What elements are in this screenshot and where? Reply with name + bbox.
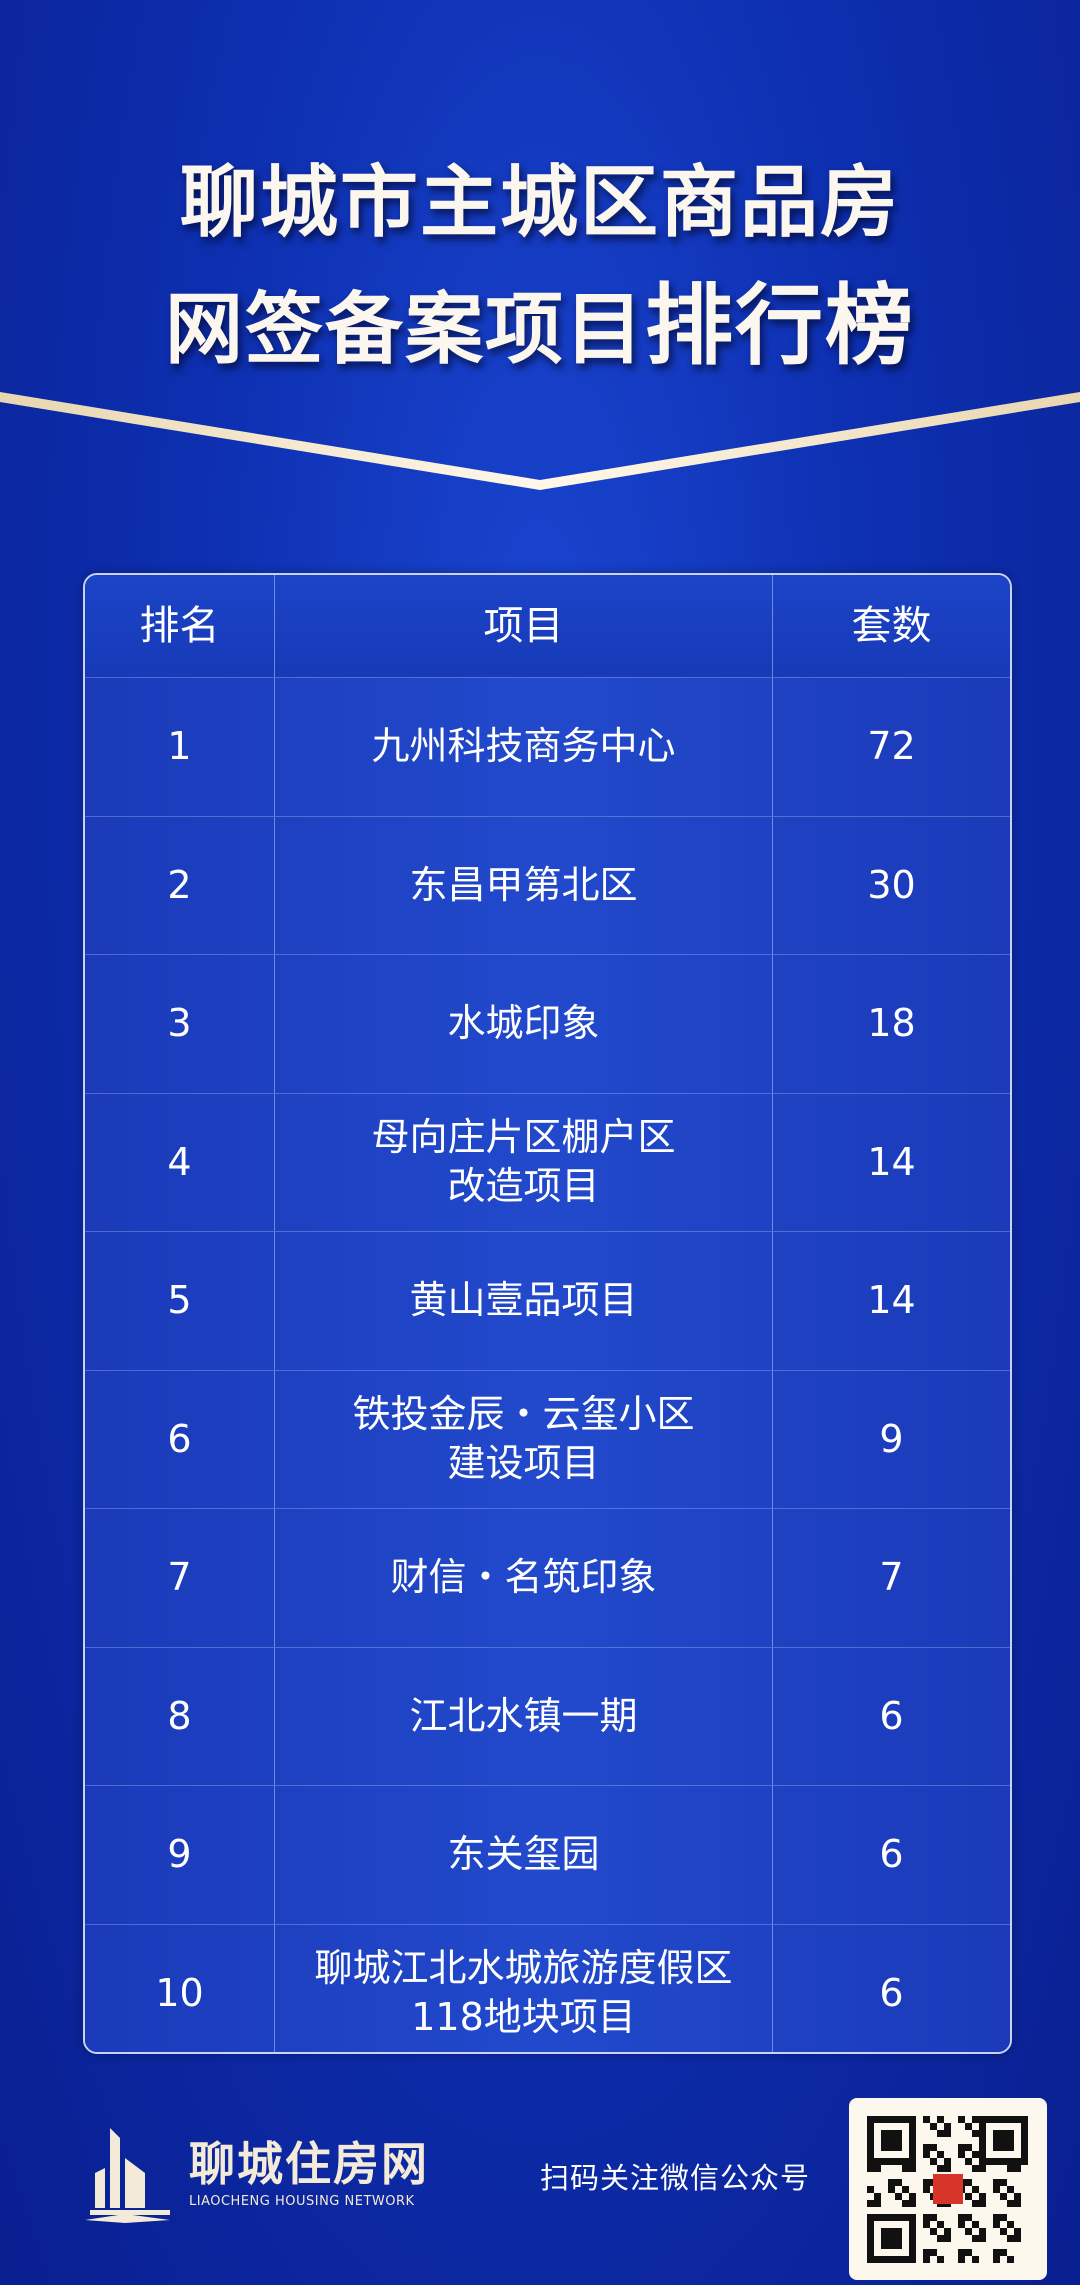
- qr-code-icon[interactable]: [849, 2098, 1047, 2280]
- project-cell: 铁投金辰・云玺小区 建设项目: [275, 1370, 773, 1508]
- rank-cell: 4: [85, 1093, 275, 1231]
- scan-prompt: 扫码关注微信公众号: [540, 2161, 811, 2195]
- header-project: 项目: [275, 575, 773, 677]
- rank-cell: 10: [85, 1924, 275, 2052]
- units-cell: 7: [879, 1555, 904, 1600]
- table-row: 4 母向庄片区棚户区 改造项目 14: [85, 1092, 1010, 1231]
- project-cell: 江北水镇一期: [275, 1647, 773, 1785]
- project-cell: 财信・名筑印象: [275, 1509, 773, 1647]
- project-cell: 九州科技商务中心: [275, 678, 773, 816]
- rank-cell: 2: [85, 816, 275, 954]
- table-row: 3 水城印象 18: [85, 954, 1010, 1093]
- rank-cell: 1: [85, 678, 275, 816]
- units-cell: 14: [867, 1278, 916, 1323]
- units-cell: 6: [879, 1693, 904, 1738]
- table-row: 6 铁投金辰・云玺小区 建设项目 9: [85, 1369, 1010, 1508]
- rank-cell: 6: [85, 1370, 275, 1508]
- rank-cell: 8: [85, 1647, 275, 1785]
- rank-cell: 3: [85, 955, 275, 1093]
- units-cell: 14: [867, 1139, 916, 1184]
- gold-chevron-divider: [0, 392, 1080, 490]
- units-cell: 6: [879, 1970, 904, 2015]
- project-cell: 聊城江北水城旅游度假区 118地块项目: [275, 1924, 773, 2052]
- header-rank: 排名: [85, 575, 275, 677]
- table-row: 5 黄山壹品项目 14: [85, 1231, 1010, 1370]
- building-logo-icon: [85, 2128, 170, 2223]
- ranking-table: 排名 项目 套数 1 九州科技商务中心 72 2 东昌甲第北区 30 3 水城印象 18 4 母向庄…: [83, 573, 1012, 2054]
- logo-english: LIAOCHENG HOUSING NETWORK: [189, 2194, 415, 2209]
- title-emphasis: 排行榜: [645, 274, 916, 377]
- units-cell: 18: [867, 1001, 916, 1046]
- table-row: 10 聊城江北水城旅游度假区 118地块项目 6: [85, 1923, 1010, 2052]
- units-cell: 9: [879, 1416, 904, 1461]
- project-cell: 东关玺园: [275, 1786, 773, 1924]
- logo: 聊城住房网 LIAOCHENG HOUSING NETWORK: [85, 2128, 429, 2223]
- page-title-line2: 网签备案项目排行榜: [0, 255, 1080, 382]
- project-cell: 水城印象: [275, 955, 773, 1093]
- table-row: 1 九州科技商务中心 72: [85, 677, 1010, 816]
- logo-name: 聊城住房网: [189, 2137, 429, 2191]
- rank-cell: 5: [85, 1232, 275, 1370]
- page-title-line1: 聊城市主城区商品房: [179, 158, 900, 248]
- table-row: 7 财信・名筑印象 7: [85, 1508, 1010, 1647]
- table-row: 8 江北水镇一期 6: [85, 1646, 1010, 1785]
- rank-cell: 7: [85, 1509, 275, 1647]
- project-cell: 东昌甲第北区: [275, 816, 773, 954]
- table-row: 2 东昌甲第北区 30: [85, 815, 1010, 954]
- table-row: 9 东关玺园 6: [85, 1785, 1010, 1924]
- units-cell: 6: [879, 1832, 904, 1877]
- project-cell: 黄山壹品项目: [275, 1232, 773, 1370]
- units-cell: 30: [867, 862, 916, 907]
- title-part: 网签备案项目: [164, 285, 645, 375]
- header-units: 套数: [851, 603, 932, 649]
- table-header: 排名 项目 套数: [85, 575, 1010, 677]
- rank-cell: 9: [85, 1786, 275, 1924]
- units-cell: 72: [867, 724, 916, 769]
- project-cell: 母向庄片区棚户区 改造项目: [275, 1093, 773, 1231]
